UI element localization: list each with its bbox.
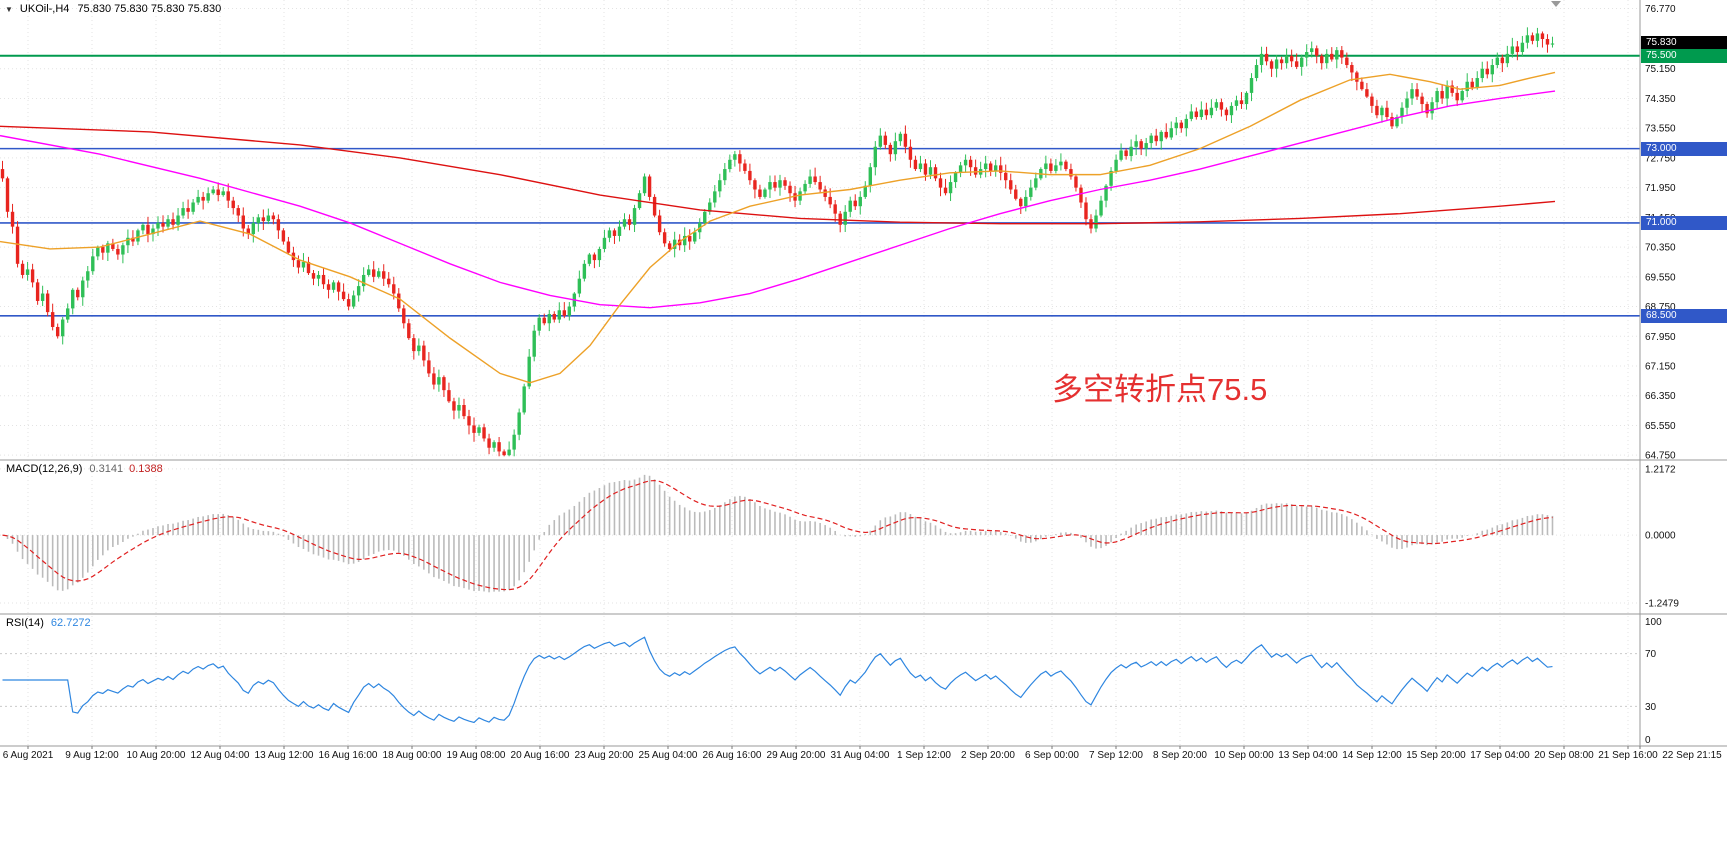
macd-name: MACD(12,26,9) bbox=[6, 463, 83, 475]
rsi-name: RSI(14) bbox=[6, 617, 44, 629]
macd-signal-value: 0.1388 bbox=[129, 463, 163, 475]
svg-text:64.750: 64.750 bbox=[1645, 451, 1676, 462]
svg-text:7 Sep 12:00: 7 Sep 12:00 bbox=[1089, 750, 1143, 761]
price-tag-68500: 68.500 bbox=[1641, 308, 1727, 323]
svg-text:68.750: 68.750 bbox=[1645, 302, 1676, 313]
price-tag-current: 75.830 bbox=[1641, 36, 1727, 51]
svg-text:69.550: 69.550 bbox=[1645, 272, 1676, 283]
svg-text:65.550: 65.550 bbox=[1645, 421, 1676, 432]
svg-text:67.950: 67.950 bbox=[1645, 332, 1676, 343]
svg-text:8 Sep 20:00: 8 Sep 20:00 bbox=[1153, 750, 1207, 761]
svg-text:18 Aug 00:00: 18 Aug 00:00 bbox=[383, 750, 442, 761]
svg-text:6 Aug 2021: 6 Aug 2021 bbox=[3, 750, 54, 761]
svg-text:13 Sep 04:00: 13 Sep 04:00 bbox=[1278, 750, 1338, 761]
macd-main-value: 0.3141 bbox=[89, 463, 124, 475]
svg-text:0: 0 bbox=[1645, 735, 1651, 746]
svg-text:76.770: 76.770 bbox=[1645, 4, 1676, 15]
price-tag-75500: 75.500 bbox=[1641, 48, 1727, 63]
svg-text:2 Sep 20:00: 2 Sep 20:00 bbox=[961, 750, 1015, 761]
svg-text:9 Aug 12:00: 9 Aug 12:00 bbox=[65, 750, 119, 761]
svg-text:70.350: 70.350 bbox=[1645, 243, 1676, 254]
chart-header: ▼ UKOil-,H4 75.830 75.830 75.830 75.830 bbox=[5, 3, 221, 15]
svg-text:72.750: 72.750 bbox=[1645, 153, 1676, 164]
svg-text:16 Aug 16:00: 16 Aug 16:00 bbox=[319, 750, 378, 761]
dropdown-icon[interactable]: ▼ bbox=[5, 5, 13, 14]
svg-text:31 Aug 04:00: 31 Aug 04:00 bbox=[831, 750, 890, 761]
ohlc-values: 75.830 75.830 75.830 75.830 bbox=[77, 3, 222, 15]
svg-text:6 Sep 00:00: 6 Sep 00:00 bbox=[1025, 750, 1079, 761]
symbol-timeframe-label: UKOil-,H4 bbox=[19, 3, 70, 15]
svg-text:26 Aug 16:00: 26 Aug 16:00 bbox=[703, 750, 762, 761]
svg-text:10 Sep 00:00: 10 Sep 00:00 bbox=[1214, 750, 1274, 761]
macd-indicator-label: MACD(12,26,9) 0.3141 0.1388 bbox=[6, 463, 163, 475]
svg-text:23 Aug 20:00: 23 Aug 20:00 bbox=[575, 750, 634, 761]
svg-text:75.150: 75.150 bbox=[1645, 64, 1676, 75]
svg-text:73.550: 73.550 bbox=[1645, 124, 1676, 135]
price-tag-71000: 71.000 bbox=[1641, 215, 1727, 230]
rsi-indicator-label: RSI(14) 62.7272 bbox=[6, 617, 91, 629]
svg-text:70: 70 bbox=[1645, 649, 1657, 660]
svg-text:1 Sep 12:00: 1 Sep 12:00 bbox=[897, 750, 951, 761]
svg-text:10 Aug 20:00: 10 Aug 20:00 bbox=[127, 750, 186, 761]
svg-text:66.350: 66.350 bbox=[1645, 391, 1676, 402]
svg-text:15 Sep 20:00: 15 Sep 20:00 bbox=[1406, 750, 1466, 761]
svg-text:67.150: 67.150 bbox=[1645, 361, 1676, 372]
svg-text:20 Sep 08:00: 20 Sep 08:00 bbox=[1534, 750, 1594, 761]
svg-text:12 Aug 04:00: 12 Aug 04:00 bbox=[191, 750, 250, 761]
svg-text:-1.2479: -1.2479 bbox=[1645, 599, 1679, 610]
svg-text:13 Aug 12:00: 13 Aug 12:00 bbox=[255, 750, 314, 761]
svg-text:30: 30 bbox=[1645, 702, 1657, 713]
svg-text:74.350: 74.350 bbox=[1645, 94, 1676, 105]
svg-text:71.950: 71.950 bbox=[1645, 183, 1676, 194]
svg-text:19 Aug 08:00: 19 Aug 08:00 bbox=[447, 750, 506, 761]
svg-text:25 Aug 04:00: 25 Aug 04:00 bbox=[639, 750, 698, 761]
svg-text:1.2172: 1.2172 bbox=[1645, 464, 1676, 475]
rsi-value: 62.7272 bbox=[50, 617, 91, 629]
svg-text:20 Aug 16:00: 20 Aug 16:00 bbox=[511, 750, 570, 761]
svg-text:17 Sep 04:00: 17 Sep 04:00 bbox=[1470, 750, 1530, 761]
annotation-text: 多空转折点75.5 bbox=[1052, 372, 1268, 407]
svg-text:0.0000: 0.0000 bbox=[1645, 531, 1676, 542]
svg-text:100: 100 bbox=[1645, 617, 1662, 628]
price-tag-73000: 73.000 bbox=[1641, 141, 1727, 156]
svg-text:14 Sep 12:00: 14 Sep 12:00 bbox=[1342, 750, 1402, 761]
svg-text:22 Sep 21:15: 22 Sep 21:15 bbox=[1662, 750, 1722, 761]
svg-text:29 Aug 20:00: 29 Aug 20:00 bbox=[767, 750, 826, 761]
svg-text:21 Sep 16:00: 21 Sep 16:00 bbox=[1598, 750, 1658, 761]
